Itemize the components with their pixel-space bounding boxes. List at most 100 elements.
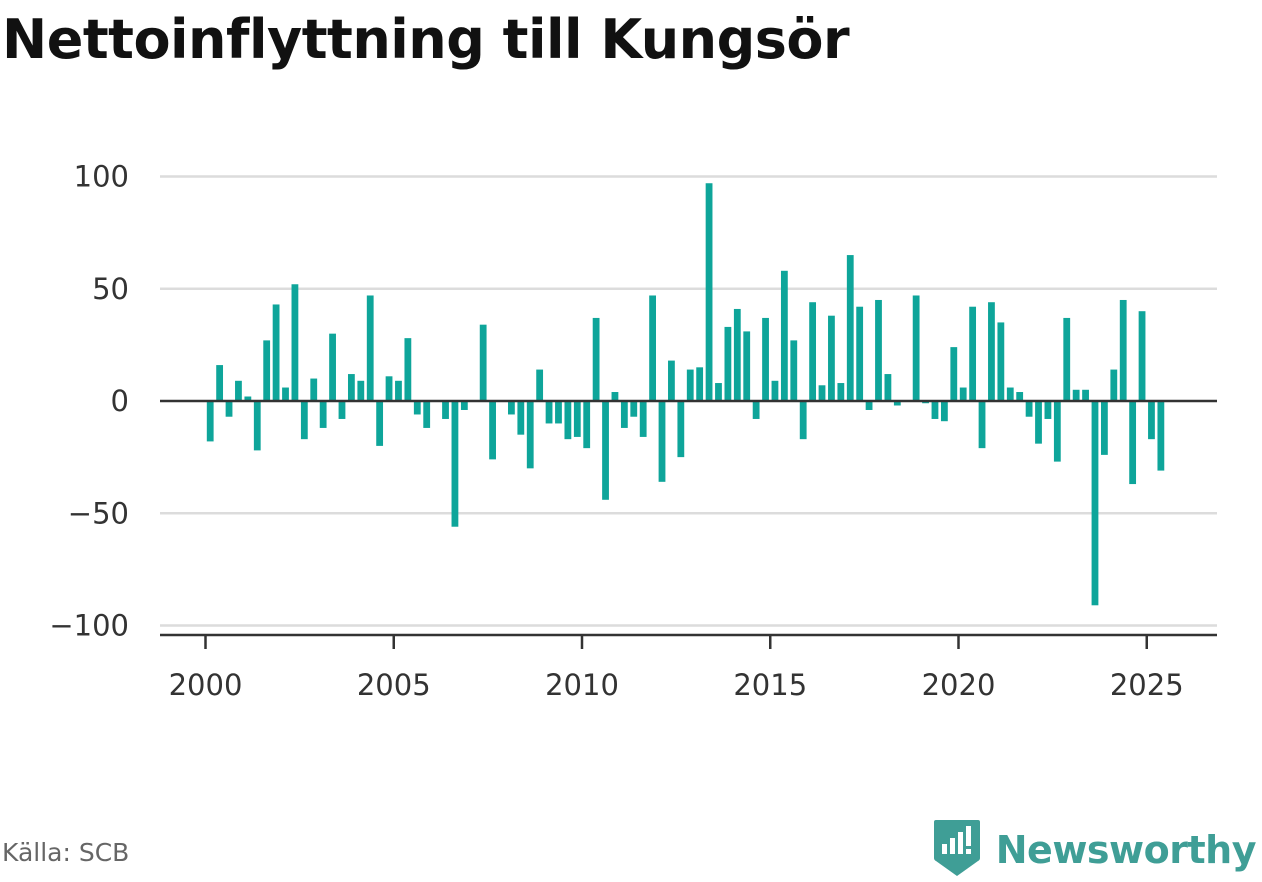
- bar: [677, 401, 685, 458]
- bar: [771, 380, 779, 401]
- bar: [649, 295, 656, 401]
- bar: [715, 383, 722, 401]
- bar: [555, 401, 562, 424]
- bar: [668, 360, 675, 401]
- bar: [347, 374, 355, 401]
- bar: [696, 367, 704, 401]
- bar: [733, 308, 741, 401]
- bar: [319, 401, 327, 428]
- bar: [291, 284, 299, 401]
- x-tick-label: 2005: [357, 668, 431, 702]
- bar: [940, 401, 948, 422]
- bar: [385, 376, 393, 401]
- bar: [809, 302, 817, 401]
- bar: [959, 387, 967, 401]
- bar: [536, 369, 544, 401]
- x-tick-label: 2025: [1110, 668, 1184, 702]
- bar: [517, 401, 525, 435]
- bar: [310, 378, 318, 401]
- bar: [611, 392, 619, 401]
- bar: [1025, 401, 1033, 417]
- bar: [790, 340, 798, 401]
- bar: [1119, 299, 1127, 401]
- x-tick-label: 2015: [733, 668, 807, 702]
- bar: [404, 338, 412, 401]
- bar: [357, 380, 365, 401]
- brand-name: Newsworthy: [995, 828, 1257, 872]
- grid-lines: [160, 175, 1217, 627]
- bar: [216, 365, 224, 401]
- bar: [1082, 389, 1089, 401]
- bar: [395, 380, 402, 401]
- bar: [508, 401, 515, 415]
- bar: [884, 374, 892, 401]
- bar: [1157, 401, 1165, 471]
- bar: [865, 401, 873, 410]
- bar: [912, 295, 920, 401]
- bar: [526, 401, 534, 469]
- bar: [762, 317, 769, 401]
- y-axis-ticks: 100 50 0 −50 −100: [49, 160, 129, 643]
- bar: [338, 401, 346, 419]
- x-axis-ticks: 2000 2005 2010 2015 2020 2025: [169, 635, 1184, 702]
- bar: [329, 333, 336, 401]
- bar: [253, 401, 261, 451]
- bar: [950, 347, 958, 401]
- bar: [639, 401, 647, 437]
- bar: [423, 401, 431, 428]
- bar: [1091, 401, 1099, 606]
- bar: [413, 401, 421, 415]
- bar: [1035, 401, 1042, 444]
- y-tick-label: −50: [68, 496, 129, 530]
- bar: [686, 369, 694, 401]
- brand-logo[interactable]: Newsworthy: [932, 818, 1257, 882]
- bar: [828, 315, 835, 401]
- bar: [743, 331, 751, 401]
- bar: [592, 317, 600, 401]
- x-tick-label: 2000: [169, 668, 243, 702]
- bar: [988, 302, 995, 401]
- bar: [583, 401, 591, 449]
- bar: [997, 322, 1005, 401]
- bar: [846, 255, 854, 401]
- newsworthy-logo-icon: [932, 818, 982, 882]
- bars: [206, 183, 1165, 606]
- y-tick-label: 0: [111, 384, 129, 418]
- bar: [206, 401, 214, 442]
- bar: [460, 401, 468, 410]
- x-tick-label: 2010: [545, 668, 619, 702]
- bar: [564, 401, 572, 440]
- bar: [799, 401, 807, 440]
- bar: [875, 299, 882, 401]
- bar: [244, 396, 252, 401]
- bar: [235, 380, 242, 401]
- bar: [893, 401, 901, 406]
- bar: [969, 306, 977, 401]
- bar: [780, 270, 788, 401]
- bar: [1016, 392, 1024, 401]
- y-tick-label: 50: [92, 272, 129, 306]
- bar: [1072, 389, 1080, 401]
- bar: [1148, 401, 1155, 440]
- bar: [489, 401, 496, 460]
- bar: [630, 401, 638, 417]
- bar: [1063, 317, 1071, 401]
- bar: [573, 401, 581, 437]
- y-tick-label: −100: [49, 609, 129, 643]
- source-label: Källa: SCB: [2, 838, 130, 867]
- bar: [1129, 401, 1137, 485]
- bar: [300, 401, 308, 440]
- bar: [602, 401, 609, 500]
- bar: [705, 183, 713, 401]
- bar: [1053, 401, 1061, 462]
- bar: [931, 401, 939, 419]
- bar: [225, 401, 233, 417]
- bar: [1006, 387, 1014, 401]
- bar: [1138, 311, 1146, 401]
- bar: [442, 401, 449, 419]
- bar: [272, 304, 280, 401]
- bar: [263, 340, 271, 401]
- bar: [1110, 369, 1118, 401]
- bar: [1044, 401, 1052, 419]
